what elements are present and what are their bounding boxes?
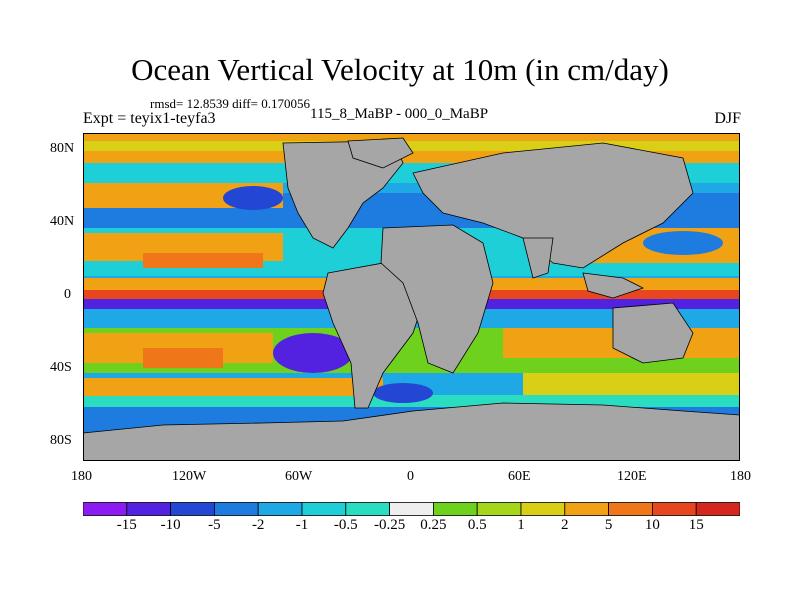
- colorbar-swatch: [432, 502, 478, 516]
- colorbar-label: -0.5: [333, 517, 358, 533]
- colorbar-swatch: [170, 502, 215, 516]
- lon-tick-label: 120W: [172, 469, 207, 484]
- map-frame: [83, 133, 740, 461]
- colorbar-label: 10: [644, 517, 660, 533]
- colorbar-swatch: [695, 502, 740, 516]
- subtitle: 115_8_MaBP - 000_0_MaBP: [310, 106, 489, 122]
- colorbar-swatch: [257, 502, 303, 516]
- lat-tick-label: 40S: [50, 360, 72, 375]
- land-masses: [83, 137, 740, 461]
- lon-tick-label: 120E: [617, 469, 647, 484]
- colorbar-swatch: [126, 502, 171, 516]
- colorbar-swatch: [564, 502, 609, 516]
- colorbar-label: -15: [116, 517, 137, 533]
- colorbar-label: 2: [561, 517, 569, 533]
- colorbar-label: 0.25: [420, 517, 447, 533]
- colorbar-label: -1: [295, 517, 309, 533]
- colorbar: [83, 502, 740, 516]
- season-label: DJF: [714, 110, 741, 127]
- colorbar-swatch: [608, 502, 653, 516]
- colorbar-label: 15: [688, 517, 704, 533]
- lat-tick-label: 80S: [50, 433, 72, 448]
- colorbar-swatch: [345, 502, 390, 516]
- colorbar-label: 0.5: [467, 517, 487, 533]
- lat-tick-label: 0: [64, 287, 71, 302]
- colorbar-label: -2: [251, 517, 265, 533]
- colorbar-swatch: [652, 502, 697, 516]
- experiment-label: Expt = teyix1-teyfa3: [83, 110, 216, 127]
- lon-tick-label: 180: [71, 469, 92, 484]
- lon-tick-label: 60W: [285, 469, 313, 484]
- colorbar-label: -10: [160, 517, 181, 533]
- map-title: Ocean Vertical Velocity at 10m (in cm/da…: [131, 52, 669, 87]
- colorbar-label: 5: [604, 517, 613, 533]
- stats-text: rmsd= 12.8539 diff= 0.170056: [150, 96, 310, 111]
- lat-tick-label: 40N: [50, 214, 75, 229]
- colorbar-swatch: [301, 502, 347, 516]
- colorbar-label: -0.25: [373, 517, 406, 533]
- colorbar-swatch: [520, 502, 566, 516]
- colorbar-swatch: [213, 502, 259, 516]
- colorbar-swatch: [476, 502, 522, 516]
- lon-tick-label: 60E: [508, 469, 531, 484]
- colorbar-label: -5: [208, 517, 221, 533]
- colorbar-swatch: [389, 502, 434, 516]
- lon-tick-label: 180: [730, 469, 751, 484]
- colorbar-swatch: [83, 502, 128, 516]
- lat-tick-label: 80N: [50, 141, 75, 156]
- velocity-map: [83, 133, 740, 461]
- colorbar-label: 1: [517, 517, 525, 533]
- lon-tick-label: 0: [407, 469, 414, 484]
